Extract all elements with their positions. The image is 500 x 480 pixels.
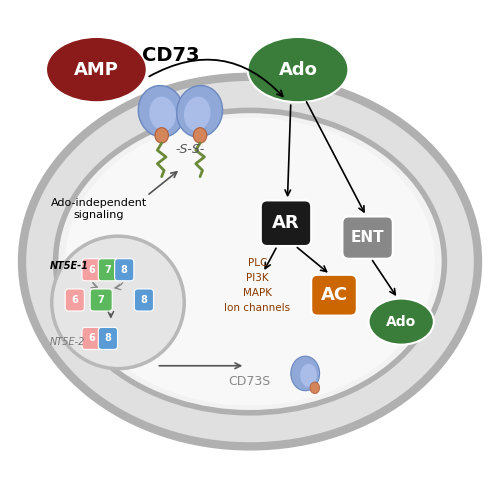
Text: 6: 6 (88, 334, 95, 343)
FancyBboxPatch shape (65, 289, 84, 311)
Text: AC: AC (320, 286, 347, 304)
Ellipse shape (56, 110, 444, 413)
Ellipse shape (65, 118, 435, 406)
Ellipse shape (310, 382, 320, 394)
Ellipse shape (194, 128, 207, 143)
Text: AR: AR (272, 214, 300, 232)
Text: CD73: CD73 (142, 46, 200, 65)
FancyBboxPatch shape (134, 289, 154, 311)
Text: Ado: Ado (278, 60, 318, 79)
Text: ENT: ENT (351, 230, 384, 245)
Ellipse shape (150, 96, 176, 131)
FancyBboxPatch shape (90, 289, 112, 311)
Text: PLC
PI3K
MAPK
Ion channels: PLC PI3K MAPK Ion channels (224, 258, 290, 313)
Text: Ado: Ado (386, 314, 416, 329)
FancyBboxPatch shape (98, 327, 117, 349)
Text: 7: 7 (98, 295, 104, 305)
Ellipse shape (138, 85, 184, 137)
Ellipse shape (184, 96, 210, 131)
FancyBboxPatch shape (82, 259, 101, 281)
Text: NT5E-1: NT5E-1 (50, 262, 88, 271)
Text: NT5E-2: NT5E-2 (50, 337, 84, 347)
Circle shape (52, 236, 184, 369)
Text: 6: 6 (72, 295, 78, 305)
Ellipse shape (291, 356, 320, 391)
Text: 6: 6 (88, 265, 95, 275)
Ellipse shape (46, 37, 147, 102)
FancyBboxPatch shape (342, 216, 393, 259)
Text: 8: 8 (140, 295, 147, 305)
Text: Ado-independent
signaling: Ado-independent signaling (50, 198, 147, 220)
Ellipse shape (176, 85, 222, 137)
FancyBboxPatch shape (114, 259, 134, 281)
Ellipse shape (155, 128, 168, 143)
FancyBboxPatch shape (311, 275, 357, 316)
Ellipse shape (248, 37, 348, 102)
Ellipse shape (300, 364, 317, 387)
FancyBboxPatch shape (261, 201, 311, 246)
Text: CD73S: CD73S (228, 375, 270, 388)
Text: AMP: AMP (74, 60, 119, 79)
Text: 8: 8 (121, 265, 128, 275)
Ellipse shape (22, 77, 478, 446)
FancyBboxPatch shape (82, 327, 101, 349)
FancyBboxPatch shape (98, 259, 117, 281)
Text: 8: 8 (104, 334, 112, 343)
Text: 7: 7 (104, 265, 112, 275)
Text: -S-S-: -S-S- (176, 143, 204, 156)
Ellipse shape (368, 299, 434, 345)
